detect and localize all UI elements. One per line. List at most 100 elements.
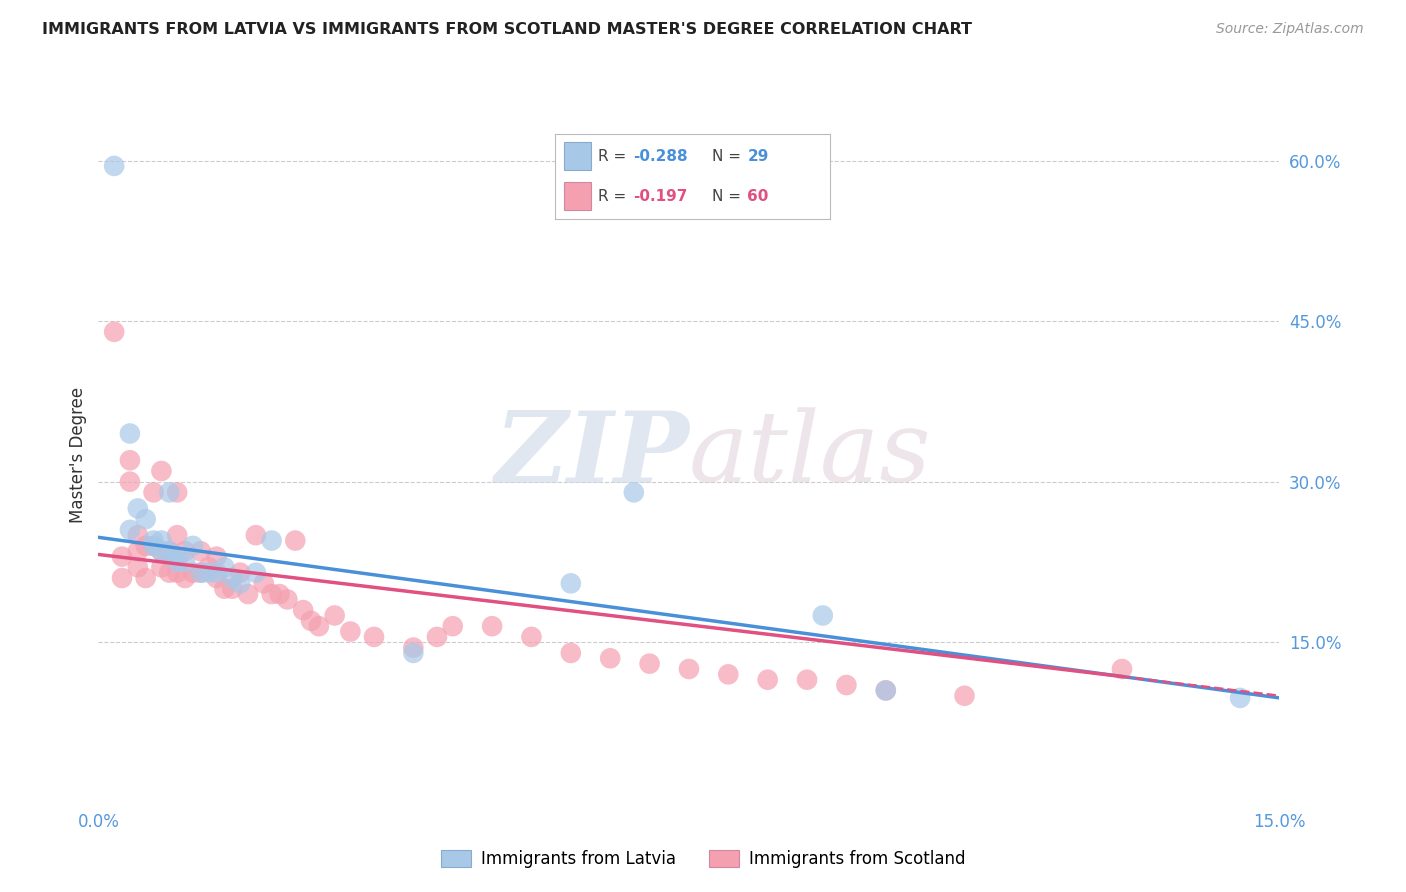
- Point: [323, 608, 346, 623]
- Text: 29: 29: [748, 149, 769, 164]
- Point: [717, 667, 740, 681]
- Point: [245, 566, 267, 580]
- Point: [118, 426, 141, 441]
- Point: [118, 453, 141, 467]
- Text: R =: R =: [598, 188, 626, 203]
- Point: [135, 571, 157, 585]
- Point: [166, 566, 188, 580]
- Point: [181, 539, 204, 553]
- Point: [811, 608, 834, 623]
- Legend: Immigrants from Latvia, Immigrants from Scotland: Immigrants from Latvia, Immigrants from …: [434, 843, 972, 875]
- Point: [339, 624, 361, 639]
- Point: [426, 630, 449, 644]
- Point: [520, 630, 543, 644]
- Point: [166, 485, 188, 500]
- Text: -0.288: -0.288: [634, 149, 688, 164]
- Point: [127, 544, 149, 558]
- Point: [150, 560, 173, 574]
- Point: [623, 485, 645, 500]
- Point: [157, 485, 180, 500]
- Point: [174, 544, 197, 558]
- Point: [190, 566, 212, 580]
- Point: [135, 539, 157, 553]
- Point: [269, 587, 291, 601]
- Point: [481, 619, 503, 633]
- Point: [756, 673, 779, 687]
- Point: [221, 571, 243, 585]
- Point: [197, 560, 219, 574]
- Point: [166, 528, 188, 542]
- Point: [142, 485, 165, 500]
- Text: 60: 60: [748, 188, 769, 203]
- Point: [260, 587, 283, 601]
- Text: -0.197: -0.197: [634, 188, 688, 203]
- Point: [260, 533, 283, 548]
- Point: [214, 560, 236, 574]
- Point: [363, 630, 385, 644]
- Point: [127, 501, 149, 516]
- Text: IMMIGRANTS FROM LATVIA VS IMMIGRANTS FROM SCOTLAND MASTER'S DEGREE CORRELATION C: IMMIGRANTS FROM LATVIA VS IMMIGRANTS FRO…: [42, 22, 972, 37]
- Point: [276, 592, 298, 607]
- Point: [560, 646, 582, 660]
- Point: [111, 549, 134, 564]
- Point: [111, 571, 134, 585]
- Point: [284, 533, 307, 548]
- Point: [678, 662, 700, 676]
- Text: R =: R =: [598, 149, 626, 164]
- Point: [599, 651, 621, 665]
- Point: [875, 683, 897, 698]
- Point: [142, 539, 165, 553]
- Point: [402, 646, 425, 660]
- Point: [150, 544, 173, 558]
- Text: ZIP: ZIP: [494, 407, 689, 503]
- Y-axis label: Master's Degree: Master's Degree: [69, 387, 87, 523]
- Point: [638, 657, 661, 671]
- Point: [441, 619, 464, 633]
- Point: [560, 576, 582, 591]
- Point: [214, 582, 236, 596]
- Point: [229, 576, 252, 591]
- Point: [292, 603, 315, 617]
- Point: [245, 528, 267, 542]
- Point: [402, 640, 425, 655]
- Text: Source: ZipAtlas.com: Source: ZipAtlas.com: [1216, 22, 1364, 37]
- Point: [190, 566, 212, 580]
- Point: [150, 544, 173, 558]
- Point: [150, 464, 173, 478]
- Text: N =: N =: [711, 188, 741, 203]
- Point: [127, 560, 149, 574]
- Point: [174, 555, 197, 569]
- Point: [157, 544, 180, 558]
- Point: [205, 566, 228, 580]
- Point: [142, 539, 165, 553]
- Point: [1111, 662, 1133, 676]
- Point: [236, 587, 259, 601]
- Point: [953, 689, 976, 703]
- Point: [166, 549, 188, 564]
- Point: [875, 683, 897, 698]
- Point: [205, 571, 228, 585]
- Point: [118, 523, 141, 537]
- Point: [135, 512, 157, 526]
- Point: [118, 475, 141, 489]
- Point: [190, 544, 212, 558]
- Text: atlas: atlas: [689, 408, 932, 502]
- Point: [157, 566, 180, 580]
- Point: [1229, 690, 1251, 705]
- Point: [150, 533, 173, 548]
- Point: [253, 576, 276, 591]
- Point: [103, 325, 125, 339]
- Point: [127, 528, 149, 542]
- Point: [197, 566, 219, 580]
- Point: [103, 159, 125, 173]
- Point: [229, 566, 252, 580]
- Bar: [564, 182, 591, 211]
- Bar: [564, 142, 591, 170]
- Point: [835, 678, 858, 692]
- Point: [308, 619, 330, 633]
- Point: [142, 533, 165, 548]
- Point: [796, 673, 818, 687]
- Point: [166, 555, 188, 569]
- Point: [157, 544, 180, 558]
- Point: [205, 549, 228, 564]
